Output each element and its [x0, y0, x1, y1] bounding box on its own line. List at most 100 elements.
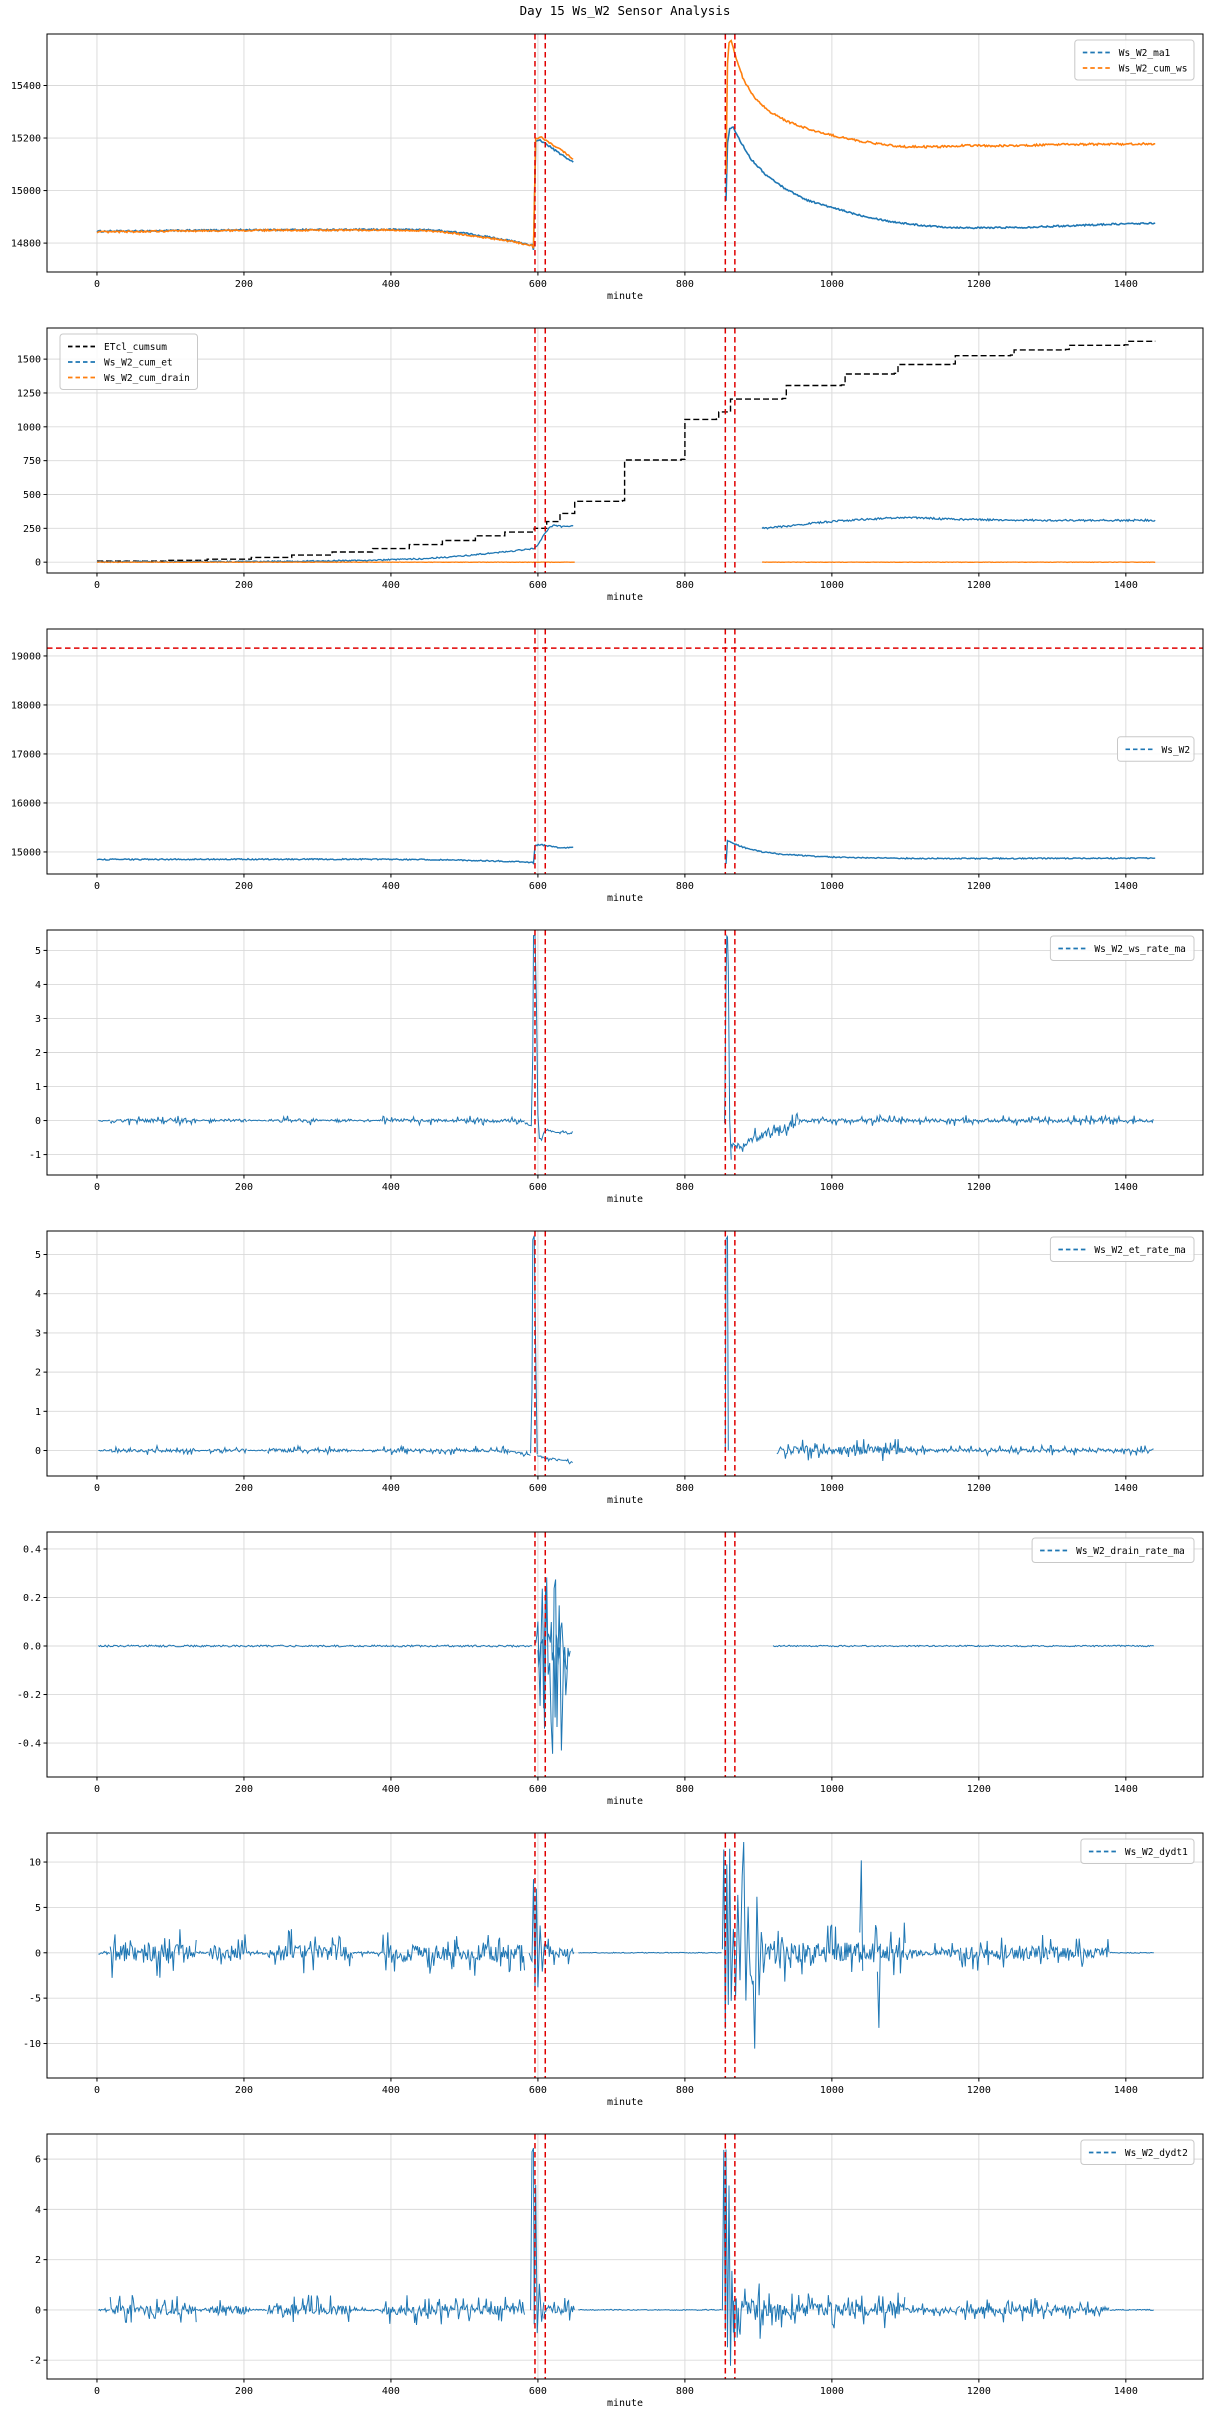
series-ETcl_cumsum: [97, 340, 1156, 562]
svg-text:1200: 1200: [967, 2085, 991, 2096]
legend-label: Ws_W2_dydt1: [1125, 1847, 1188, 1858]
grid: [47, 328, 1203, 573]
svg-text:-0.2: -0.2: [17, 1690, 41, 1701]
svg-text:600: 600: [529, 1483, 547, 1494]
legend: Ws_W2_et_rate_ma: [1049, 1236, 1195, 1262]
event-lines: [534, 2134, 736, 2379]
series-Ws_W2_cum_et: [96, 516, 1156, 564]
svg-text:14800: 14800: [11, 239, 41, 250]
svg-text:200: 200: [235, 1784, 253, 1795]
x-axis-label: minute: [607, 1495, 643, 1505]
svg-text:200: 200: [235, 881, 253, 892]
axis-ticks: [43, 2158, 1127, 2383]
tick-labels: 0 200 400 600 800 1000 1200 1400 -1 0 1 2 3 4 5: [29, 946, 1138, 1193]
axes-frame: [46, 33, 1204, 273]
subplot-dydt1: 0 200 400 600 800 1000 1200 1400 -10 -5 0 5 10 minute…: [23, 1832, 1204, 2107]
svg-text:0.2: 0.2: [23, 1593, 41, 1604]
svg-text:800: 800: [676, 1182, 694, 1193]
axis-ticks: [43, 1861, 1127, 2082]
svg-text:1400: 1400: [1114, 2085, 1138, 2096]
axis-ticks: [43, 1254, 1127, 1480]
svg-text:1200: 1200: [967, 580, 991, 591]
svg-text:4: 4: [35, 2205, 41, 2216]
subplot-cumulative: 0 200 400 600 800 1000 1200 1400 0 250 500 750 1000 1…: [17, 327, 1204, 602]
svg-text:400: 400: [382, 2386, 400, 2397]
svg-text:0: 0: [94, 580, 100, 591]
svg-text:1000: 1000: [820, 881, 844, 892]
svg-text:1200: 1200: [967, 279, 991, 290]
axes-frame: [46, 327, 1204, 574]
svg-text:2: 2: [35, 1048, 41, 1059]
svg-text:750: 750: [23, 456, 41, 467]
svg-text:-10: -10: [23, 2039, 41, 2050]
series-Ws_W2_et_rate_ma: [98, 1235, 1154, 1465]
subplot-et-rate-ma: 0 200 400 600 800 1000 1200 1400 0 1 2 3 4 5 minute Ws_…: [35, 1230, 1204, 1505]
svg-text:5: 5: [35, 1903, 41, 1914]
subplot-ws-w2: 0 200 400 600 800 1000 1200 1400 15000 16000 17000…: [11, 628, 1204, 903]
legend-label: Ws_W2_cum_et: [104, 358, 173, 369]
svg-text:600: 600: [529, 580, 547, 591]
svg-text:200: 200: [235, 2386, 253, 2397]
svg-text:1000: 1000: [820, 580, 844, 591]
svg-text:17000: 17000: [11, 749, 41, 760]
svg-text:0: 0: [35, 1446, 41, 1457]
svg-text:1200: 1200: [967, 1182, 991, 1193]
event-lines: [534, 1532, 736, 1777]
subplot-ws-rate-ma: 0 200 400 600 800 1000 1200 1400 -1 0 1 2 3 4 5 minute W…: [29, 929, 1204, 1204]
svg-text:0.0: 0.0: [23, 1642, 41, 1653]
svg-text:15400: 15400: [11, 81, 41, 92]
svg-text:0: 0: [94, 2386, 100, 2397]
axes-frame: [46, 1230, 1204, 1477]
legend: ETcl_cumsum Ws_W2_cum_et Ws_W2_cum_drain: [59, 333, 198, 390]
series-Ws_W2_dydt2: [98, 2147, 1155, 2366]
x-axis-label: minute: [607, 592, 643, 602]
svg-text:1400: 1400: [1114, 1182, 1138, 1193]
svg-text:800: 800: [676, 1784, 694, 1795]
grid: [47, 930, 1203, 1175]
subplot-ma1-cum-ws: 0 200 400 600 800 1000 1200 1400 14800 15000 15200…: [11, 3, 1204, 301]
svg-text:0: 0: [35, 558, 41, 569]
svg-text:1400: 1400: [1114, 2386, 1138, 2397]
svg-text:15200: 15200: [11, 134, 41, 145]
svg-text:600: 600: [529, 2386, 547, 2397]
svg-text:3: 3: [35, 1328, 41, 1339]
tick-labels: 0 200 400 600 800 1000 1200 1400 15000 16000 17000…: [11, 651, 1138, 892]
axis-ticks: [43, 949, 1127, 1179]
grid: [47, 629, 1203, 874]
svg-text:1200: 1200: [967, 1483, 991, 1494]
svg-text:2: 2: [35, 1368, 41, 1379]
legend-label: Ws_W2_ws_rate_ma: [1094, 944, 1186, 955]
event-lines: [534, 629, 736, 874]
series-Ws_W2_drain_rate_ma: [98, 1577, 1155, 1754]
grid: [47, 34, 1203, 272]
svg-text:0: 0: [94, 1784, 100, 1795]
svg-text:0: 0: [94, 279, 100, 290]
grid: [47, 1532, 1203, 1777]
event-lines: [534, 930, 736, 1175]
x-axis-label: minute: [607, 1796, 643, 1806]
tick-labels: 0 200 400 600 800 1000 1200 1400 -2 0 2 4 6: [29, 2155, 1138, 2397]
x-axis-label: minute: [607, 893, 643, 903]
svg-text:16000: 16000: [11, 798, 41, 809]
svg-text:1400: 1400: [1114, 1483, 1138, 1494]
svg-text:19000: 19000: [11, 651, 41, 662]
svg-text:1400: 1400: [1114, 881, 1138, 892]
svg-text:1000: 1000: [820, 2386, 844, 2397]
grid: [47, 2134, 1203, 2379]
svg-text:1400: 1400: [1114, 580, 1138, 591]
x-axis-label: minute: [607, 291, 643, 301]
axes-frame: [46, 2133, 1204, 2380]
svg-text:1250: 1250: [17, 388, 41, 399]
svg-text:1000: 1000: [820, 1483, 844, 1494]
svg-text:400: 400: [382, 881, 400, 892]
subplot-drain-rate-ma: 0 200 400 600 800 1000 1200 1400 -0.4 -0.2 0.0 0.2 0…: [17, 1531, 1204, 1806]
tick-labels: 0 200 400 600 800 1000 1200 1400 -0.4 -0.2 0.0 0.2 0…: [17, 1544, 1138, 1795]
legend-label: ETcl_cumsum: [104, 342, 167, 353]
svg-text:200: 200: [235, 279, 253, 290]
series-Ws_W2_ws_rate_ma: [98, 934, 1154, 1160]
svg-text:400: 400: [382, 1182, 400, 1193]
axes-frame: [46, 1531, 1204, 1778]
svg-text:1000: 1000: [820, 2085, 844, 2096]
svg-text:400: 400: [382, 2085, 400, 2096]
svg-text:2: 2: [35, 2255, 41, 2266]
